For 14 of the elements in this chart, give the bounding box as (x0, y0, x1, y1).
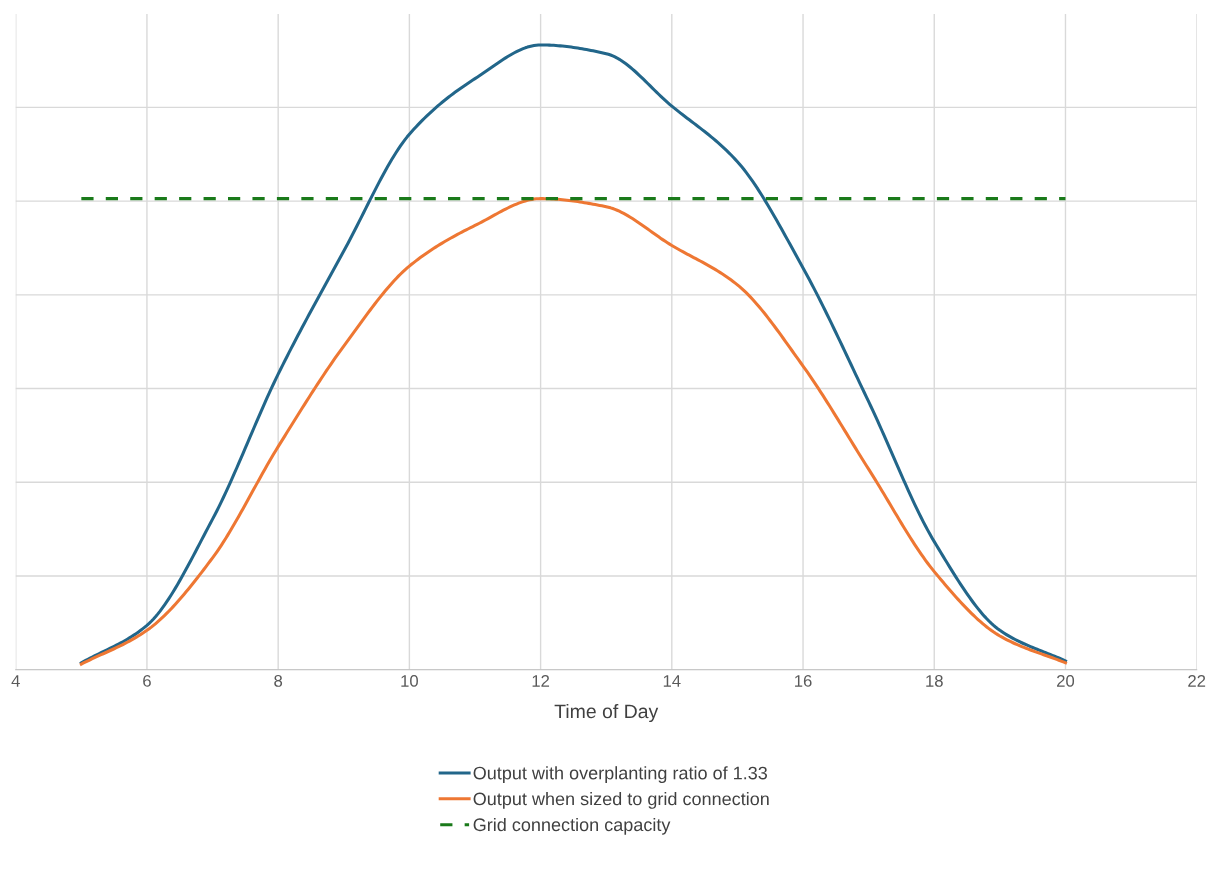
legend-label: Grid connection capacity (473, 817, 671, 835)
x-axis-title: Time of Day (554, 703, 659, 723)
legend-label: Output when sized to grid connection (473, 792, 769, 809)
x-tick-label: 10 (401, 675, 418, 687)
x-tick-label: 14 (663, 675, 681, 687)
x-tick-label: 16 (795, 675, 812, 687)
x-tick-label: 8 (274, 675, 283, 687)
x-tick-label: 12 (532, 675, 550, 687)
x-tick-label: 6 (143, 675, 151, 687)
x-tick-label: 4 (11, 675, 20, 687)
legend-label: Output with overplanting ratio of 1.33 (473, 766, 767, 783)
x-tick-label: 18 (926, 675, 943, 687)
x-tick-label: 22 (1188, 675, 1206, 687)
x-tick-label: 20 (1057, 675, 1075, 687)
